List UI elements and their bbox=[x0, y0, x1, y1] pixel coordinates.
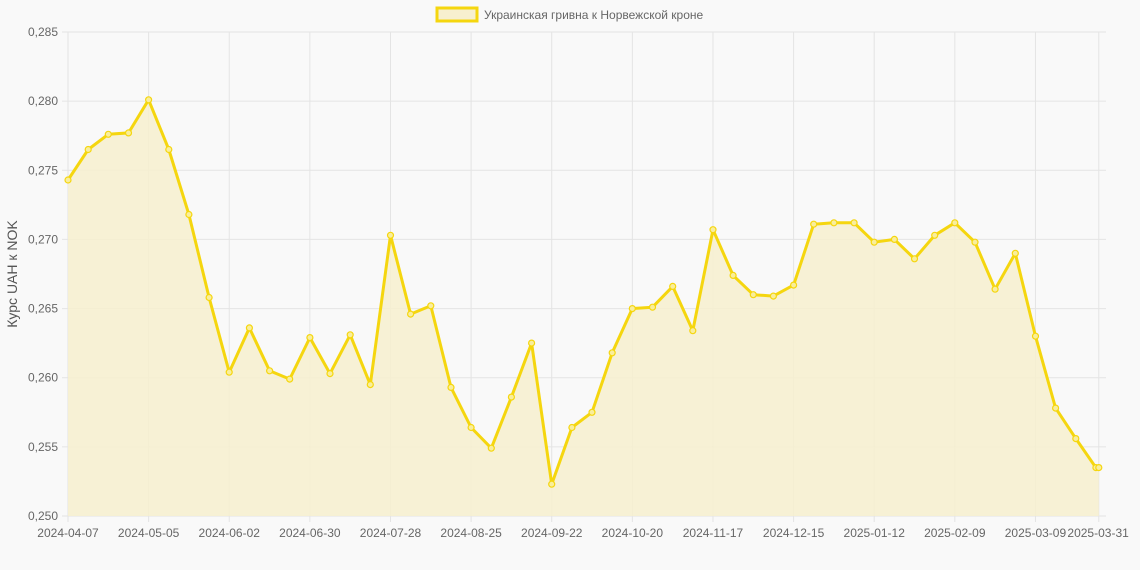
data-point[interactable] bbox=[447, 383, 455, 391]
data-point[interactable] bbox=[326, 370, 334, 378]
data-point[interactable] bbox=[709, 226, 717, 234]
data-point[interactable] bbox=[64, 176, 72, 184]
data-point[interactable] bbox=[84, 145, 92, 154]
data-point[interactable] bbox=[225, 368, 233, 376]
data-point[interactable] bbox=[427, 302, 435, 310]
data-point[interactable] bbox=[810, 220, 818, 228]
data-point[interactable] bbox=[789, 281, 798, 289]
data-point[interactable] bbox=[306, 334, 314, 342]
x-tick-label: 2025-01-12 bbox=[844, 526, 906, 540]
x-tick-label: 2024-07-28 bbox=[360, 526, 422, 540]
data-point[interactable] bbox=[568, 423, 576, 432]
data-point[interactable] bbox=[1072, 435, 1080, 443]
data-point[interactable] bbox=[266, 367, 274, 375]
x-tick-label: 2024-08-25 bbox=[440, 526, 502, 540]
data-point[interactable] bbox=[467, 423, 475, 432]
x-tick-label: 2024-10-20 bbox=[602, 526, 664, 540]
data-point[interactable] bbox=[890, 235, 899, 243]
data-point[interactable] bbox=[648, 303, 657, 311]
data-point[interactable] bbox=[971, 238, 979, 246]
data-point[interactable] bbox=[769, 292, 778, 300]
data-point[interactable] bbox=[608, 349, 616, 357]
data-point[interactable] bbox=[507, 393, 515, 401]
area-fill-layer bbox=[68, 99, 1099, 517]
y-tick-label: 0,260 bbox=[28, 371, 58, 385]
data-point[interactable] bbox=[931, 231, 939, 239]
y-tick-label: 0,285 bbox=[28, 25, 58, 39]
data-point[interactable] bbox=[749, 291, 757, 299]
data-point[interactable] bbox=[346, 331, 354, 339]
data-point[interactable] bbox=[548, 480, 556, 488]
data-point[interactable] bbox=[407, 310, 415, 318]
x-tick-label: 2024-12-15 bbox=[763, 526, 825, 540]
data-point[interactable] bbox=[245, 324, 253, 332]
data-point[interactable] bbox=[1031, 332, 1040, 340]
y-tick-label: 0,280 bbox=[28, 94, 58, 108]
x-tick-label: 2024-05-05 bbox=[118, 526, 180, 540]
y-tick-label: 0,255 bbox=[28, 440, 58, 454]
legend[interactable]: Украинская гривна к Норвежской кроне bbox=[435, 6, 704, 23]
data-point[interactable] bbox=[124, 129, 133, 137]
data-point[interactable] bbox=[165, 145, 173, 154]
data-point[interactable] bbox=[1095, 464, 1103, 472]
y-tick-label: 0,275 bbox=[28, 163, 58, 177]
y-axis-title: Курс UAH к NOK bbox=[4, 220, 20, 328]
x-tick-label: 2025-03-09 bbox=[1005, 526, 1067, 540]
y-tick-label: 0,270 bbox=[28, 232, 58, 246]
data-point[interactable] bbox=[588, 408, 596, 416]
data-point[interactable] bbox=[104, 130, 112, 138]
data-point[interactable] bbox=[386, 231, 395, 239]
data-point[interactable] bbox=[527, 339, 536, 347]
data-point[interactable] bbox=[286, 375, 294, 383]
data-point[interactable] bbox=[850, 219, 858, 227]
data-point[interactable] bbox=[830, 219, 838, 227]
x-tick-label: 2024-09-22 bbox=[521, 526, 583, 540]
x-tick-label: 2024-06-02 bbox=[199, 526, 261, 540]
data-point[interactable] bbox=[205, 293, 213, 302]
data-point[interactable] bbox=[628, 305, 636, 313]
data-point[interactable] bbox=[729, 271, 737, 279]
data-point[interactable] bbox=[366, 381, 374, 389]
data-point[interactable] bbox=[910, 255, 919, 263]
data-point[interactable] bbox=[1011, 249, 1019, 257]
data-point[interactable] bbox=[1051, 404, 1060, 412]
y-tick-label: 0,265 bbox=[28, 302, 58, 316]
x-tick-label: 2024-11-17 bbox=[683, 526, 744, 540]
x-tick-label: 2025-03-31 bbox=[1067, 526, 1129, 540]
data-points bbox=[64, 96, 1103, 488]
data-point[interactable] bbox=[689, 327, 697, 335]
x-tick-label: 2024-04-07 bbox=[37, 526, 99, 540]
x-tick-labels: 2024-04-07 2024-05-05 2024-06-02 2024-06-30… bbox=[37, 526, 1129, 540]
legend-label[interactable]: Украинская гривна к Норвежской кроне bbox=[484, 8, 704, 22]
y-tick-label: 0,250 bbox=[28, 509, 58, 523]
data-point[interactable] bbox=[669, 282, 677, 290]
y-tick-labels: 0,250 0,255 0,260 0,265 0,270 0,275 0,280 0,285 bbox=[28, 25, 58, 523]
data-point[interactable] bbox=[951, 219, 959, 227]
data-point[interactable] bbox=[145, 96, 153, 104]
legend-swatch[interactable] bbox=[435, 6, 479, 23]
data-point[interactable] bbox=[991, 285, 999, 293]
data-point[interactable] bbox=[870, 238, 878, 246]
data-point[interactable] bbox=[185, 210, 193, 219]
x-tick-label: 2024-06-30 bbox=[279, 526, 341, 540]
x-tick-label: 2025-02-09 bbox=[924, 526, 986, 540]
data-point[interactable] bbox=[487, 444, 495, 452]
series-area bbox=[68, 99, 1099, 517]
